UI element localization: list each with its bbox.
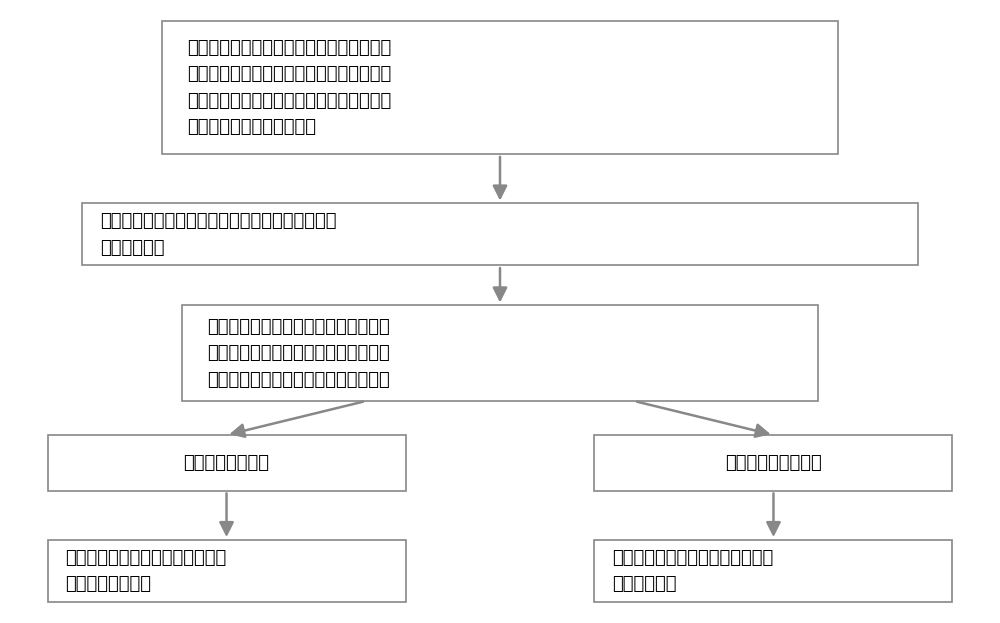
Text: 通过部品抓取装置将部品由反面传
输装置上移出: 通过部品抓取装置将部品由反面传 输装置上移出 bbox=[612, 549, 774, 593]
FancyBboxPatch shape bbox=[594, 435, 952, 490]
FancyBboxPatch shape bbox=[182, 305, 818, 401]
FancyBboxPatch shape bbox=[48, 435, 406, 490]
Text: 通过粗通过正面传输装置将部品传输至正面
照相装置正下方，且通过正面定位装置进行
定位，通过正面照相装置对部品照相定位装
置对部品运动路线进行限定: 通过粗通过正面传输装置将部品传输至正面 照相装置正下方，且通过正面定位装置进行 … bbox=[187, 39, 391, 136]
Text: 通过与反面传输装置衔接的下工序
传输线将部品运出: 通过与反面传输装置衔接的下工序 传输线将部品运出 bbox=[65, 549, 227, 593]
FancyBboxPatch shape bbox=[594, 540, 952, 602]
Text: 当部品检测合格时: 当部品检测合格时 bbox=[184, 454, 270, 472]
FancyBboxPatch shape bbox=[162, 21, 838, 154]
Text: 当部品检测不合格时: 当部品检测不合格时 bbox=[725, 454, 822, 472]
FancyBboxPatch shape bbox=[82, 204, 918, 265]
FancyBboxPatch shape bbox=[48, 540, 406, 602]
Text: 通过反面传输装置将部品输送至反面照
相装置正下方，且通过反面定位装置进
行定位，通过反面照相装置对部品照相: 通过反面传输装置将部品输送至反面照 相装置正下方，且通过反面定位装置进 行定位，… bbox=[207, 318, 389, 389]
Text: 通过部品翻转装置将部品由正面传输装置翻转至反
面传输装置上: 通过部品翻转装置将部品由正面传输装置翻转至反 面传输装置上 bbox=[100, 212, 337, 257]
